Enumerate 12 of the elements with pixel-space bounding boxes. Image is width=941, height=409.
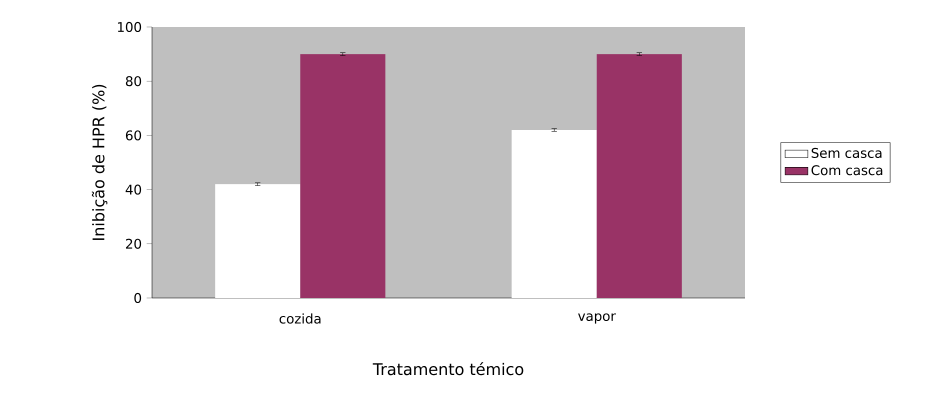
legend-label: Com casca: [812, 165, 882, 176]
y-tick-label: 60: [126, 130, 142, 140]
y-tick-label: 100: [118, 22, 142, 32]
x-tick-label: cozida: [280, 313, 320, 324]
y-axis-title: Inibição de HPR (%): [92, 84, 108, 240]
x-axis-title: Tratamento témico: [372, 362, 524, 376]
y-tick-label: 40: [126, 184, 142, 195]
y-tick-label: 0: [134, 292, 142, 304]
legend-label: Sem casca: [812, 148, 882, 158]
x-tick-label: vapor: [578, 313, 616, 324]
y-tick-label: 20: [126, 238, 142, 249]
y-tick-label: 80: [126, 76, 142, 86]
